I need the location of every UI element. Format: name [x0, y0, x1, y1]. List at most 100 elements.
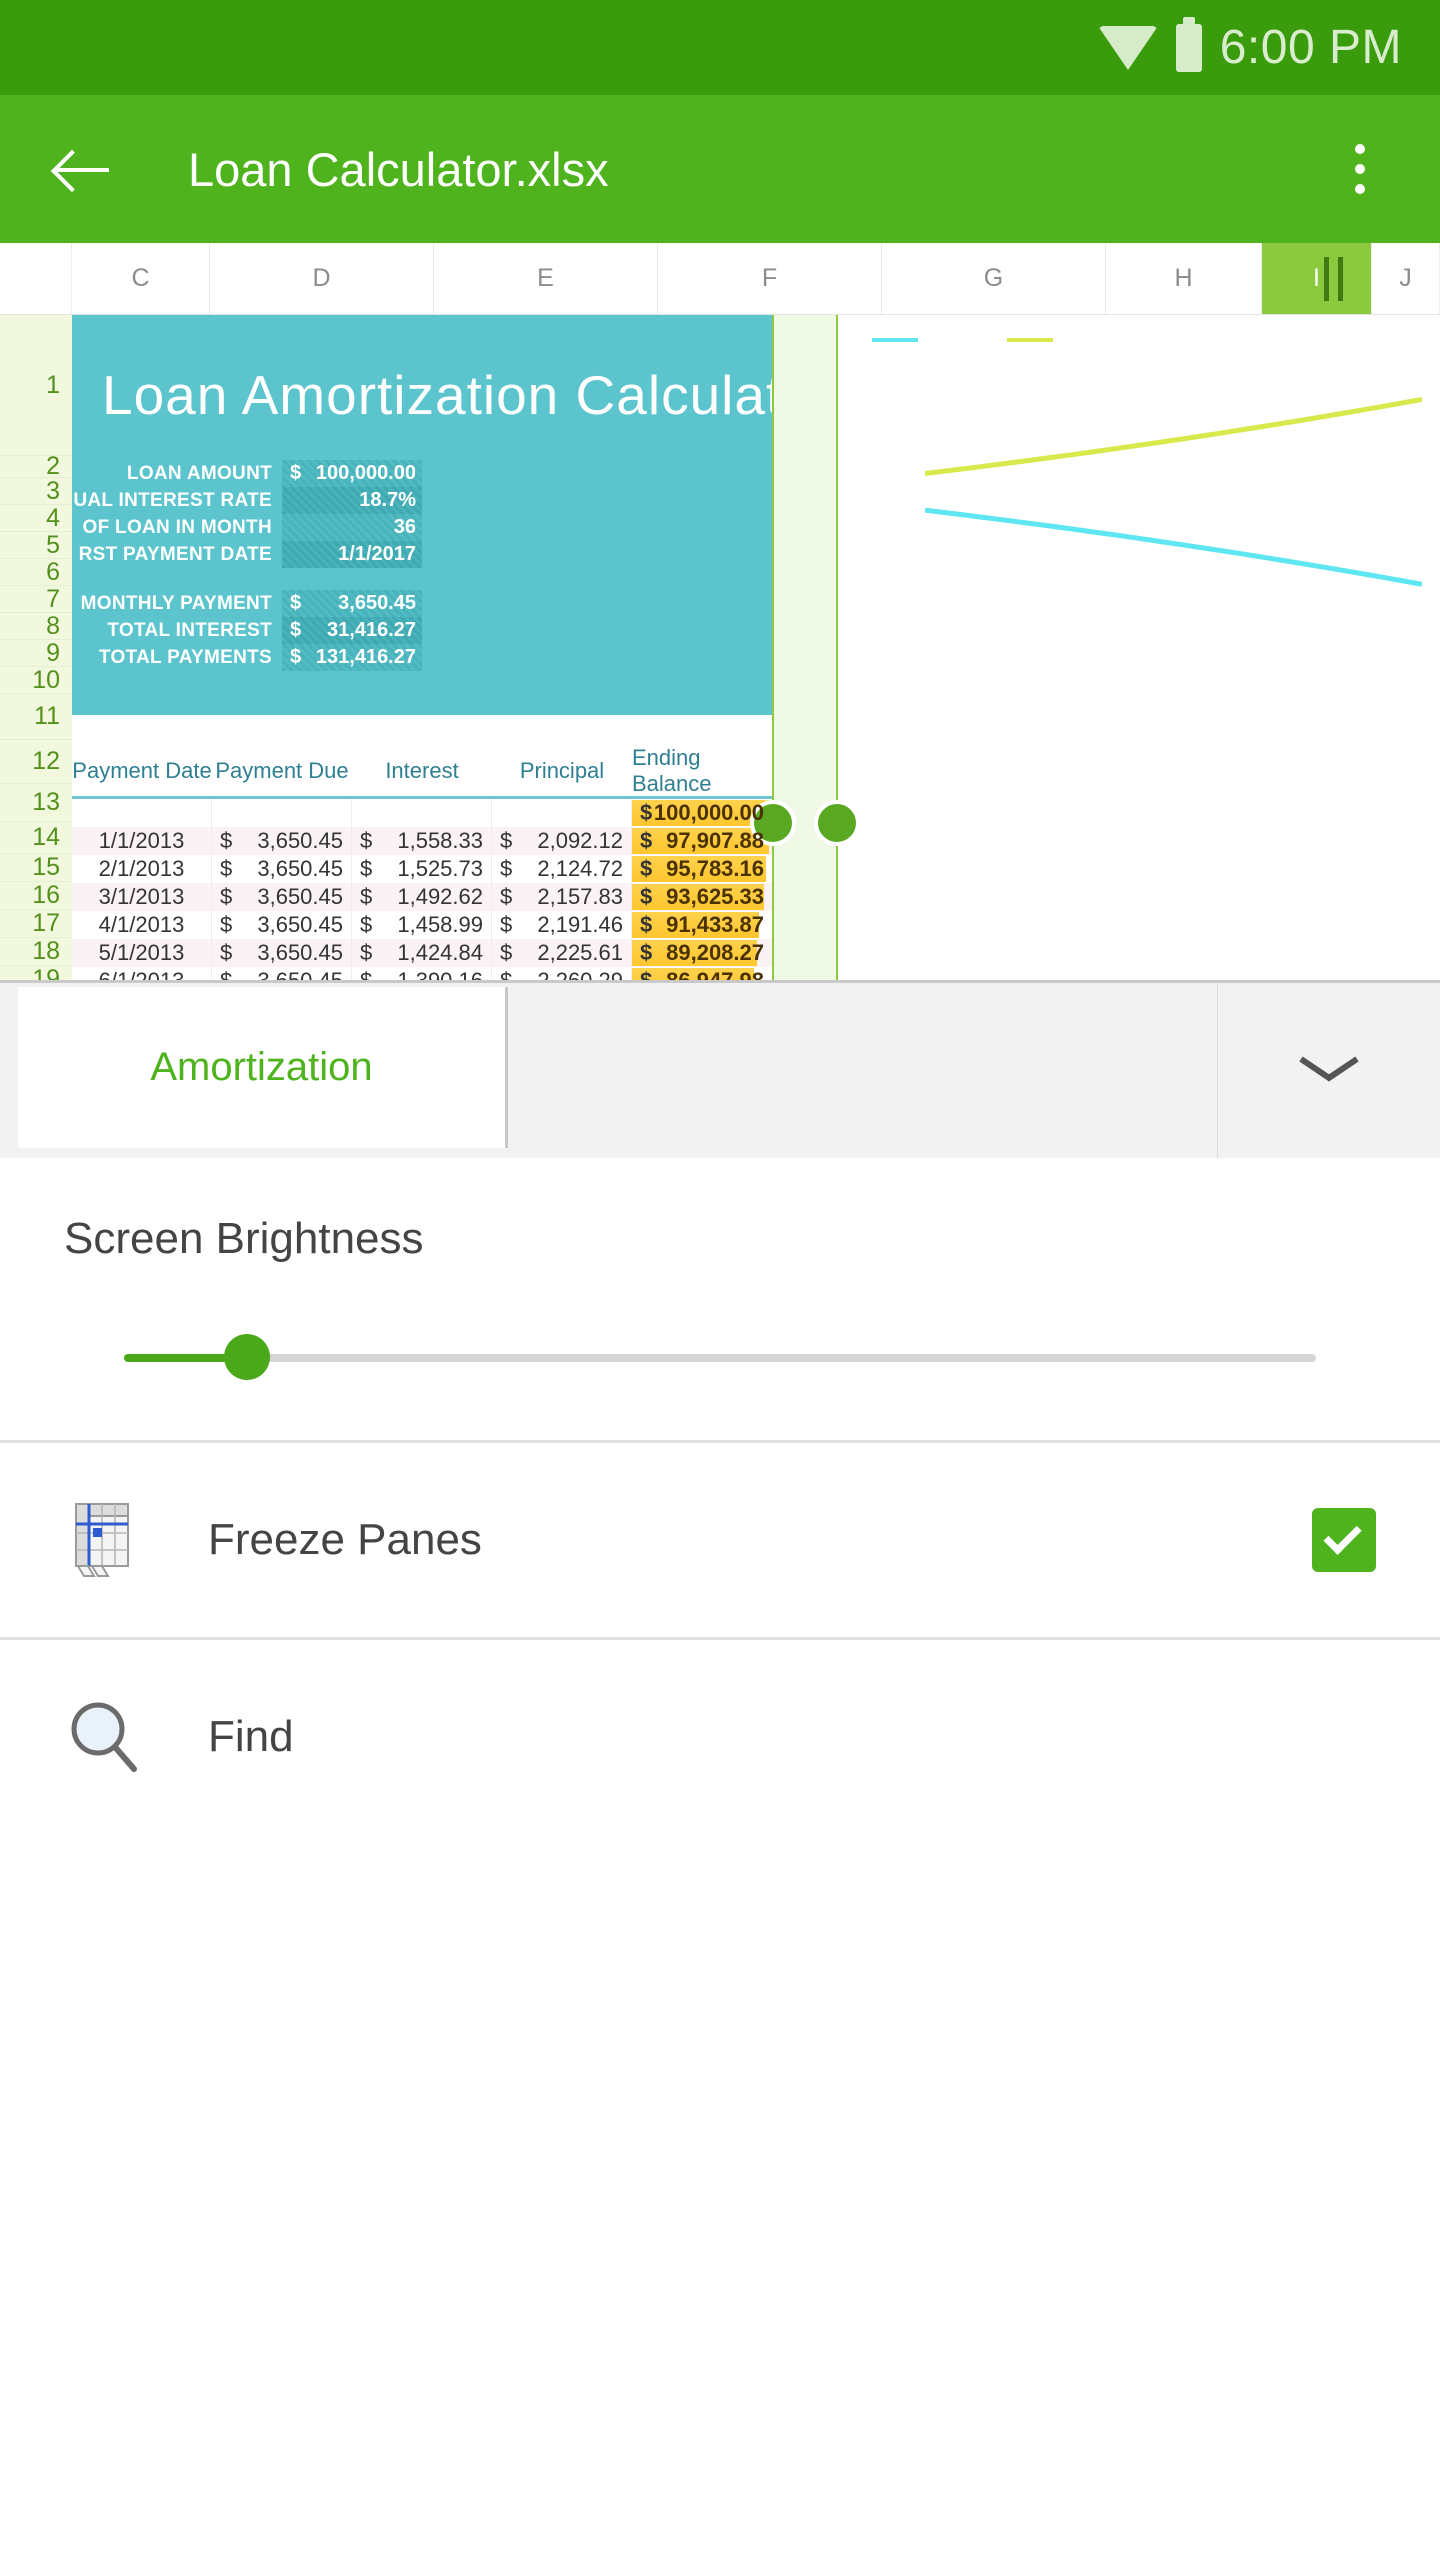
- summary-row-monthly-payment[interactable]: MONTHLY PAYMENT $ 3,650.45: [72, 590, 772, 617]
- grid-corner[interactable]: [0, 243, 72, 314]
- row-header-8[interactable]: 8: [0, 612, 72, 640]
- row-header-19[interactable]: 19: [0, 965, 72, 980]
- row-header-4[interactable]: 4: [0, 504, 72, 532]
- cell-ending-balance[interactable]: $95,783.16: [632, 855, 772, 883]
- cell-ending-balance[interactable]: $100,000.00: [632, 799, 772, 827]
- table-row[interactable]: 1/1/2013 $3,650.45 $1,558.33 $2,092.12 $97,9…: [72, 827, 772, 855]
- input-row-first-payment-date[interactable]: RST PAYMENT DATE 1/1/2017: [72, 541, 772, 568]
- table-row[interactable]: 3/1/2013 $3,650.45 $1,492.62 $2,157.83 $93,6…: [72, 883, 772, 911]
- app-bar: Loan Calculator.xlsx: [0, 95, 1440, 243]
- cell-principal[interactable]: $2,260.29: [492, 967, 632, 980]
- row-header-6[interactable]: 6: [0, 558, 72, 586]
- summary-row-total-payments[interactable]: TOTAL PAYMENTS $ 131,416.27: [72, 644, 772, 671]
- cell-principal[interactable]: $2,157.83: [492, 883, 632, 911]
- row-header-18[interactable]: 18: [0, 937, 72, 966]
- cell-payment-due[interactable]: $3,650.45: [212, 939, 352, 967]
- amortization-table: Payment Date Payment Due Interest Princi…: [72, 745, 772, 980]
- cell-ending-balance[interactable]: $86,947.98: [632, 967, 772, 980]
- cell-payment-date[interactable]: 3/1/2013: [72, 883, 212, 911]
- cell-principal[interactable]: [492, 799, 632, 827]
- input-row-interest-rate[interactable]: UAL INTEREST RATE 18.7%: [72, 487, 772, 514]
- back-button[interactable]: [40, 126, 126, 212]
- table-row[interactable]: 6/1/2013$3,650.45$1,390.16$2,260.29$86,9…: [72, 967, 772, 980]
- option-row-find[interactable]: Find: [0, 1640, 1440, 1834]
- row-header-11[interactable]: 11: [0, 694, 72, 740]
- cell-interest[interactable]: $1,492.62: [352, 883, 492, 911]
- input-value-interest-rate[interactable]: 18.7%: [282, 487, 422, 514]
- interest-principal-chart[interactable]: Interest Principal $3,500.00 $3,000.00 $…: [792, 315, 1440, 715]
- row-header-12[interactable]: 12: [0, 740, 72, 784]
- more-vertical-icon[interactable]: [1320, 123, 1400, 215]
- row-header-10[interactable]: 10: [0, 666, 72, 694]
- row-header-5[interactable]: 5: [0, 531, 72, 559]
- sheet-tab-amortization[interactable]: Amortization: [18, 987, 508, 1148]
- column-header-f[interactable]: F: [658, 243, 882, 314]
- cell-payment-date[interactable]: 6/1/2013: [72, 967, 212, 980]
- cell-ending-balance[interactable]: $93,625.33: [632, 883, 772, 911]
- cell-payment-due[interactable]: $3,650.45: [212, 855, 352, 883]
- table-row[interactable]: 5/1/2013 $3,650.45 $1,424.84 $2,225.61 $89,2…: [72, 939, 772, 967]
- slider-thumb[interactable]: [224, 1334, 270, 1380]
- slider-track[interactable]: [124, 1354, 1316, 1362]
- cell-principal[interactable]: $2,225.61: [492, 939, 632, 967]
- row-header-13[interactable]: 13: [0, 784, 72, 822]
- spreadsheet-grid[interactable]: C D E F G H I J 1 2 3 4 5 6 7 8 9 10 11 …: [0, 243, 1440, 980]
- cell-interest[interactable]: [352, 799, 492, 827]
- summary-row-total-interest[interactable]: TOTAL INTEREST $ 31,416.27: [72, 617, 772, 644]
- cell-interest[interactable]: $1,424.84: [352, 939, 492, 967]
- selection-handle-right[interactable]: [814, 800, 860, 846]
- cell-payment-due[interactable]: [212, 799, 352, 827]
- cell-ending-balance[interactable]: $97,907.88: [632, 827, 772, 855]
- column-header-i-selected[interactable]: I: [1262, 243, 1372, 314]
- cell-interest[interactable]: $1,525.73: [352, 855, 492, 883]
- cell-payment-due[interactable]: $3,650.45: [212, 827, 352, 855]
- grid-cells[interactable]: Loan Amortization Calculator LOAN AMOUNT…: [72, 315, 1440, 980]
- column-header-j[interactable]: J: [1372, 243, 1440, 314]
- table-row[interactable]: $100,000.00: [72, 799, 772, 827]
- input-row-loan-term[interactable]: OF LOAN IN MONTH 36: [72, 514, 772, 541]
- cell-principal[interactable]: $2,124.72: [492, 855, 632, 883]
- cell-payment-date[interactable]: 1/1/2013: [72, 827, 212, 855]
- column-header-e[interactable]: E: [434, 243, 658, 314]
- table-header-ending-balance: Ending Balance: [632, 744, 712, 796]
- selection-handle-left[interactable]: [750, 800, 796, 846]
- table-row[interactable]: 2/1/2013 $3,650.45 $1,525.73 $2,124.72 $95,7…: [72, 855, 772, 883]
- column-resize-handle-icon[interactable]: [1324, 257, 1343, 301]
- table-row[interactable]: 4/1/2013 $3,650.45 $1,458.99 $2,191.46 $91,4…: [72, 911, 772, 939]
- cell-principal[interactable]: $2,191.46: [492, 911, 632, 939]
- screen-brightness-slider[interactable]: [64, 1334, 1376, 1380]
- row-header-3[interactable]: 3: [0, 477, 72, 505]
- cell-principal[interactable]: $2,092.12: [492, 827, 632, 855]
- cell-payment-due[interactable]: $3,650.45: [212, 883, 352, 911]
- cell-payment-date[interactable]: [72, 799, 212, 827]
- row-header-9[interactable]: 9: [0, 639, 72, 667]
- row-header-14[interactable]: 14: [0, 822, 72, 854]
- option-row-freeze-panes[interactable]: Freeze Panes: [0, 1443, 1440, 1637]
- cell-interest[interactable]: $1,390.16: [352, 967, 492, 980]
- cell-payment-due[interactable]: $3,650.45: [212, 911, 352, 939]
- row-header-16[interactable]: 16: [0, 881, 72, 910]
- row-header-7[interactable]: 7: [0, 585, 72, 613]
- cell-interest[interactable]: $1,558.33: [352, 827, 492, 855]
- input-value-loan-term[interactable]: 36: [282, 514, 422, 541]
- input-value-first-payment-date[interactable]: 1/1/2017: [282, 541, 422, 568]
- row-header-1[interactable]: 1: [0, 315, 72, 456]
- column-header-h[interactable]: H: [1106, 243, 1262, 314]
- freeze-panes-checkbox[interactable]: [1312, 1508, 1376, 1572]
- row-header-2[interactable]: 2: [0, 452, 72, 480]
- row-header-15[interactable]: 15: [0, 853, 72, 882]
- column-header-d[interactable]: D: [210, 243, 434, 314]
- cell-payment-date[interactable]: 2/1/2013: [72, 855, 212, 883]
- cell-payment-date[interactable]: 5/1/2013: [72, 939, 212, 967]
- column-header-c[interactable]: C: [72, 243, 210, 314]
- cell-ending-balance[interactable]: $89,208.27: [632, 939, 772, 967]
- cell-ending-balance[interactable]: $91,433.87: [632, 911, 772, 939]
- input-value-loan-amount[interactable]: $ 100,000.00: [282, 460, 422, 487]
- cell-payment-due[interactable]: $3,650.45: [212, 967, 352, 980]
- sheet-tabs-expand-button[interactable]: [1218, 983, 1440, 1158]
- row-header-17[interactable]: 17: [0, 909, 72, 938]
- cell-interest[interactable]: $1,458.99: [352, 911, 492, 939]
- cell-payment-date[interactable]: 4/1/2013: [72, 911, 212, 939]
- column-header-g[interactable]: G: [882, 243, 1106, 314]
- input-row-loan-amount[interactable]: LOAN AMOUNT $ 100,000.00: [72, 460, 772, 487]
